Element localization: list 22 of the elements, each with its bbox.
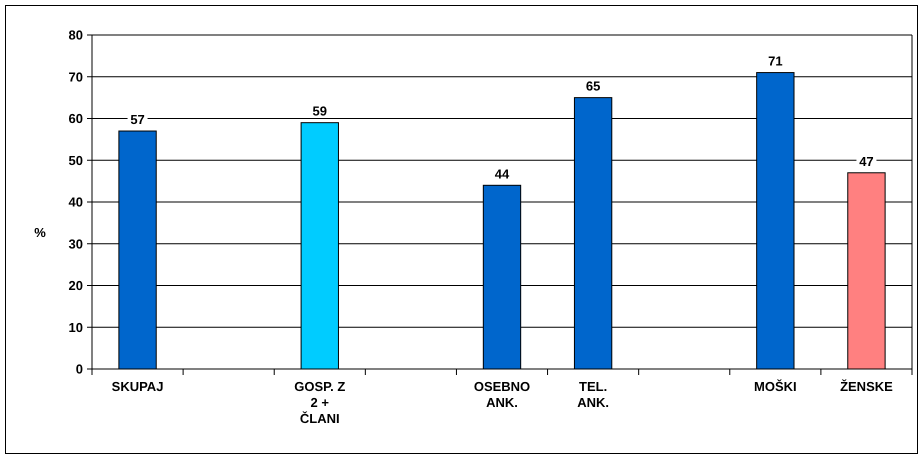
y-axis-title: % — [34, 225, 46, 240]
y-tick-label: 30 — [68, 236, 83, 252]
x-tick-label: ŽENSKE — [840, 379, 894, 394]
y-tick-label: 70 — [68, 69, 83, 84]
x-tick-label: TEL. ANK. — [577, 379, 609, 410]
data-label: 44 — [494, 166, 510, 182]
data-label: 57 — [130, 112, 145, 128]
x-tick-label: SKUPAJ — [112, 379, 164, 394]
y-tick-label: 50 — [68, 152, 83, 168]
y-tick-label: 80 — [68, 28, 83, 42]
y-tick-label: 20 — [68, 278, 83, 293]
y-tick-label: 60 — [68, 111, 83, 126]
y-tick-label: 0 — [76, 362, 83, 376]
x-tick-label: GOSP. Z 2 + ČLANI — [294, 379, 346, 426]
data-label: 47 — [859, 154, 874, 169]
y-tick-label: 40 — [68, 194, 83, 210]
data-label: 65 — [586, 78, 600, 94]
x-tick-label: MOŠKI — [754, 379, 797, 394]
data-label: 59 — [312, 104, 328, 119]
x-tick-label: OSEBNO ANK. — [474, 379, 530, 410]
y-tick-label: 10 — [68, 320, 83, 335]
data-label: 71 — [768, 54, 783, 69]
